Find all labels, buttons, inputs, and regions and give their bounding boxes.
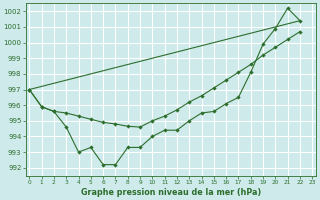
X-axis label: Graphe pression niveau de la mer (hPa): Graphe pression niveau de la mer (hPa) <box>81 188 261 197</box>
